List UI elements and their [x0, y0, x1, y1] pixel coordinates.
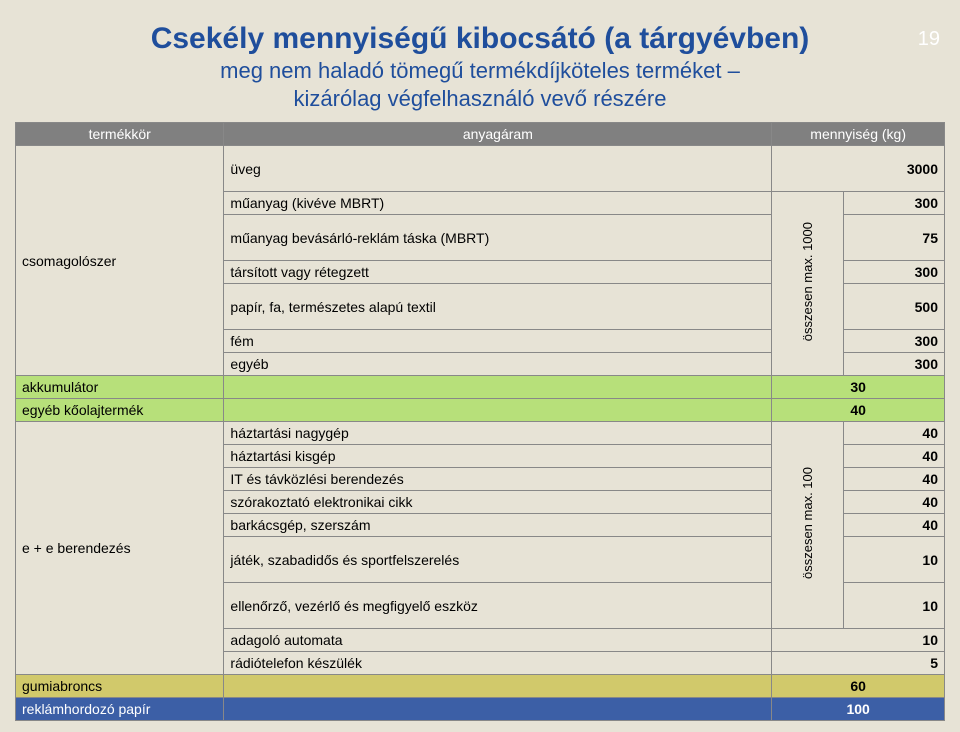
csomag-label: csomagolószer	[16, 146, 224, 376]
haz-nagy-label: háztartási nagygép	[224, 422, 772, 445]
akkumulator-row: akkumulátor 30	[16, 376, 945, 399]
koolaj-value: 40	[772, 399, 945, 422]
it-label: IT és távközlési berendezés	[224, 468, 772, 491]
szorak-label: szórakoztató elektronikai cikk	[224, 491, 772, 514]
header-c1: termékkör	[16, 123, 224, 146]
jatek-label: játék, szabadidős és sportfelszerelés	[224, 537, 772, 583]
table-row: e + e berendezés háztartási nagygép össz…	[16, 422, 945, 445]
fem-label: fém	[224, 330, 772, 353]
muanyag-mbrt-value: 75	[843, 215, 944, 261]
jatek-value: 10	[843, 537, 944, 583]
ee-label: e + e berendezés	[16, 422, 224, 675]
akkumulator-value: 30	[772, 376, 945, 399]
haz-nagy-value: 40	[843, 422, 944, 445]
haz-kis-label: háztartási kisgép	[224, 445, 772, 468]
adagolo-value: 10	[772, 629, 945, 652]
koolaj-label: egyéb kőolajtermék	[16, 399, 224, 422]
side-100: összesen max. 100	[772, 422, 843, 629]
table-row: csomagolószer üveg 3000	[16, 146, 945, 192]
muanyag-mbrt-label: műanyag bevásárló-reklám táska (MBRT)	[224, 215, 772, 261]
title-sub2: kizárólag végfelhasználó vevő részére	[0, 86, 960, 112]
koolaj-row: egyéb kőolajtermék 40	[16, 399, 945, 422]
ellenorzo-value: 10	[843, 583, 944, 629]
gumi-value: 60	[772, 675, 945, 698]
adagolo-label: adagoló automata	[224, 629, 772, 652]
uveg-label: üveg	[224, 146, 772, 192]
radiotel-value: 5	[772, 652, 945, 675]
egyeb-label: egyéb	[224, 353, 772, 376]
bark-label: barkácsgép, szerszám	[224, 514, 772, 537]
akkumulator-label: akkumulátor	[16, 376, 224, 399]
header-row: termékkör anyagáram mennyiség (kg)	[16, 123, 945, 146]
side-1000: összesen max. 1000	[772, 192, 843, 376]
haz-kis-value: 40	[843, 445, 944, 468]
product-table: termékkör anyagáram mennyiség (kg) csoma…	[15, 122, 945, 721]
title-main: Csekély mennyiségű kibocsátó (a tárgyévb…	[0, 22, 960, 56]
tarsitott-value: 300	[843, 261, 944, 284]
uveg-value: 3000	[772, 146, 945, 192]
radiotel-label: rádiótelefon készülék	[224, 652, 772, 675]
egyeb-value: 300	[843, 353, 944, 376]
muanyag-kiveve-label: műanyag (kivéve MBRT)	[224, 192, 772, 215]
papir-value: 500	[843, 284, 944, 330]
tarsitott-label: társított vagy rétegzett	[224, 261, 772, 284]
title-sub1: meg nem haladó tömegű termékdíjköteles t…	[0, 58, 960, 84]
side-1000-text: összesen max. 1000	[800, 222, 815, 341]
gumi-row: gumiabroncs 60	[16, 675, 945, 698]
side-100-text: összesen max. 100	[800, 467, 815, 579]
reklam-row: reklámhordozó papír 100	[16, 698, 945, 721]
header-c3: mennyiség (kg)	[772, 123, 945, 146]
header-c2: anyagáram	[224, 123, 772, 146]
ellenorzo-label: ellenőrző, vezérlő és megfigyelő eszköz	[224, 583, 772, 629]
page-number: 19	[918, 28, 940, 51]
fem-value: 300	[843, 330, 944, 353]
papir-label: papír, fa, természetes alapú textil	[224, 284, 772, 330]
it-value: 40	[843, 468, 944, 491]
muanyag-kiveve-value: 300	[843, 192, 944, 215]
szorak-value: 40	[843, 491, 944, 514]
reklam-value: 100	[772, 698, 945, 721]
bark-value: 40	[843, 514, 944, 537]
gumi-label: gumiabroncs	[16, 675, 224, 698]
reklam-label: reklámhordozó papír	[16, 698, 224, 721]
